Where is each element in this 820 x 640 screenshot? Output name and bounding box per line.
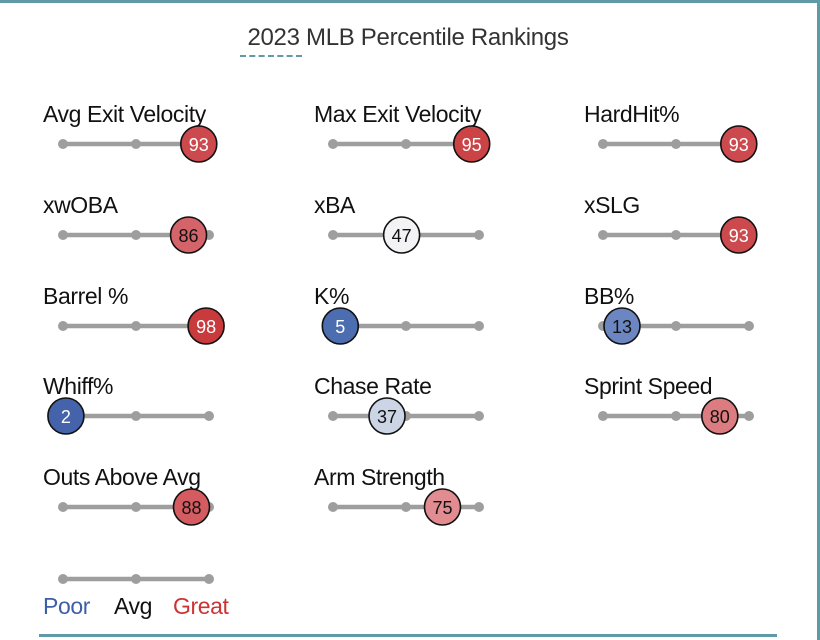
metric-k: K% 5 bbox=[314, 283, 484, 345]
track-dot-mid bbox=[671, 321, 681, 331]
percentile-bubble bbox=[179, 125, 218, 163]
metric-label: Barrel % bbox=[43, 283, 128, 309]
legend-track-dot-min bbox=[58, 574, 68, 584]
track-dot-max bbox=[474, 502, 484, 512]
percentile-bubble bbox=[603, 307, 641, 345]
track-dot-mid bbox=[671, 139, 681, 149]
legend-poor: Poor bbox=[43, 593, 91, 619]
track-dot-min bbox=[58, 502, 68, 512]
track-dot-min bbox=[328, 411, 338, 421]
percentile-value: 13 bbox=[612, 317, 632, 337]
metric-label: xwOBA bbox=[43, 192, 119, 218]
track-dot-mid bbox=[401, 502, 411, 512]
track-dot-min bbox=[58, 321, 68, 331]
metric-label: Whiff% bbox=[43, 373, 113, 399]
legend-track-dot-mid bbox=[131, 574, 141, 584]
percentile-bubble bbox=[47, 397, 85, 435]
metric-xba: xBA 47 bbox=[314, 192, 484, 254]
frame-top-border bbox=[0, 0, 820, 3]
percentile-bubble bbox=[172, 488, 211, 526]
metric-label: K% bbox=[314, 283, 349, 309]
percentile-bubble bbox=[382, 216, 421, 254]
track-dot-mid bbox=[131, 411, 141, 421]
legend: Poor Avg Great bbox=[43, 574, 230, 619]
legend-avg: Avg bbox=[114, 593, 152, 619]
percentile-bubble bbox=[169, 216, 208, 254]
metric-sprint-speed: Sprint Speed 80 bbox=[584, 373, 754, 435]
metric-label: HardHit% bbox=[584, 101, 679, 127]
track-dot-mid bbox=[671, 230, 681, 240]
percentile-value: 2 bbox=[61, 407, 71, 427]
track-dot-max bbox=[474, 230, 484, 240]
track-dot-min bbox=[598, 411, 608, 421]
metric-xwoba: xwOBA 86 bbox=[43, 192, 214, 254]
track-dot-min bbox=[328, 230, 338, 240]
percentile-value: 37 bbox=[377, 407, 397, 427]
percentile-value: 80 bbox=[710, 407, 730, 427]
metric-outs-above-avg: Outs Above Avg 88 bbox=[43, 464, 214, 526]
percentile-value: 88 bbox=[181, 498, 201, 518]
metric-label: Chase Rate bbox=[314, 373, 431, 399]
percentile-bubble bbox=[187, 307, 225, 345]
percentile-value: 93 bbox=[729, 135, 749, 155]
track-dot-max bbox=[474, 411, 484, 421]
percentile-bubble bbox=[700, 397, 739, 435]
metric-arm-strength: Arm Strength 75 bbox=[314, 464, 484, 526]
metric-max-exit-velocity: Max Exit Velocity 95 bbox=[314, 101, 491, 163]
metric-label: Max Exit Velocity bbox=[314, 101, 482, 127]
frame-right-border bbox=[817, 0, 820, 640]
metric-chase-rate: Chase Rate 37 bbox=[314, 373, 484, 435]
percentile-bubble bbox=[719, 125, 758, 163]
legend-track-dot-max bbox=[204, 574, 214, 584]
metric-label: Sprint Speed bbox=[584, 373, 712, 399]
metric-label: xBA bbox=[314, 192, 356, 218]
track-dot-mid bbox=[131, 321, 141, 331]
track-dot-min bbox=[328, 139, 338, 149]
metric-whiff: Whiff% 2 bbox=[43, 373, 214, 435]
track-dot-min bbox=[328, 502, 338, 512]
frame-bottom-border bbox=[39, 634, 777, 637]
percentile-value: 86 bbox=[179, 226, 199, 246]
percentile-value: 47 bbox=[392, 226, 412, 246]
track-dot-min bbox=[598, 139, 608, 149]
track-dot-min bbox=[598, 230, 608, 240]
track-dot-min bbox=[58, 230, 68, 240]
percentile-value: 5 bbox=[335, 317, 345, 337]
chart-title: 2023 MLB Percentile Rankings bbox=[247, 24, 569, 51]
track-dot-max bbox=[474, 321, 484, 331]
metric-hardhit: HardHit% 93 bbox=[584, 101, 758, 163]
percentile-bubble bbox=[368, 397, 406, 435]
metric-label: BB% bbox=[584, 283, 634, 309]
metric-label: Outs Above Avg bbox=[43, 464, 201, 490]
track-dot-mid bbox=[131, 502, 141, 512]
metric-label: Arm Strength bbox=[314, 464, 445, 490]
metric-avg-exit-velocity: Avg Exit Velocity 93 bbox=[43, 101, 218, 163]
legend-great: Great bbox=[173, 593, 230, 619]
metric-xslg: xSLG 93 bbox=[584, 192, 758, 254]
track-dot-mid bbox=[671, 411, 681, 421]
percentile-value: 75 bbox=[432, 498, 452, 518]
track-dot-max bbox=[744, 321, 754, 331]
percentile-bubble bbox=[321, 307, 360, 345]
metric-label: Avg Exit Velocity bbox=[43, 101, 207, 127]
track-dot-mid bbox=[131, 230, 141, 240]
percentile-value: 93 bbox=[729, 226, 749, 246]
metric-bb: BB% 13 bbox=[584, 283, 754, 345]
track-dot-mid bbox=[401, 321, 411, 331]
percentile-value: 98 bbox=[196, 317, 216, 337]
track-dot-max bbox=[744, 411, 754, 421]
percentile-bubble bbox=[423, 488, 462, 526]
percentile-value: 93 bbox=[189, 135, 209, 155]
track-dot-min bbox=[58, 139, 68, 149]
track-dot-mid bbox=[131, 139, 141, 149]
track-dot-max bbox=[204, 411, 214, 421]
metric-barrel: Barrel % 98 bbox=[43, 283, 225, 345]
percentile-value: 95 bbox=[462, 135, 482, 155]
percentile-bubble bbox=[452, 125, 491, 163]
percentile-bubble bbox=[719, 216, 758, 254]
track-dot-mid bbox=[401, 139, 411, 149]
title-dashed-underline bbox=[240, 55, 302, 57]
metric-label: xSLG bbox=[584, 192, 640, 218]
